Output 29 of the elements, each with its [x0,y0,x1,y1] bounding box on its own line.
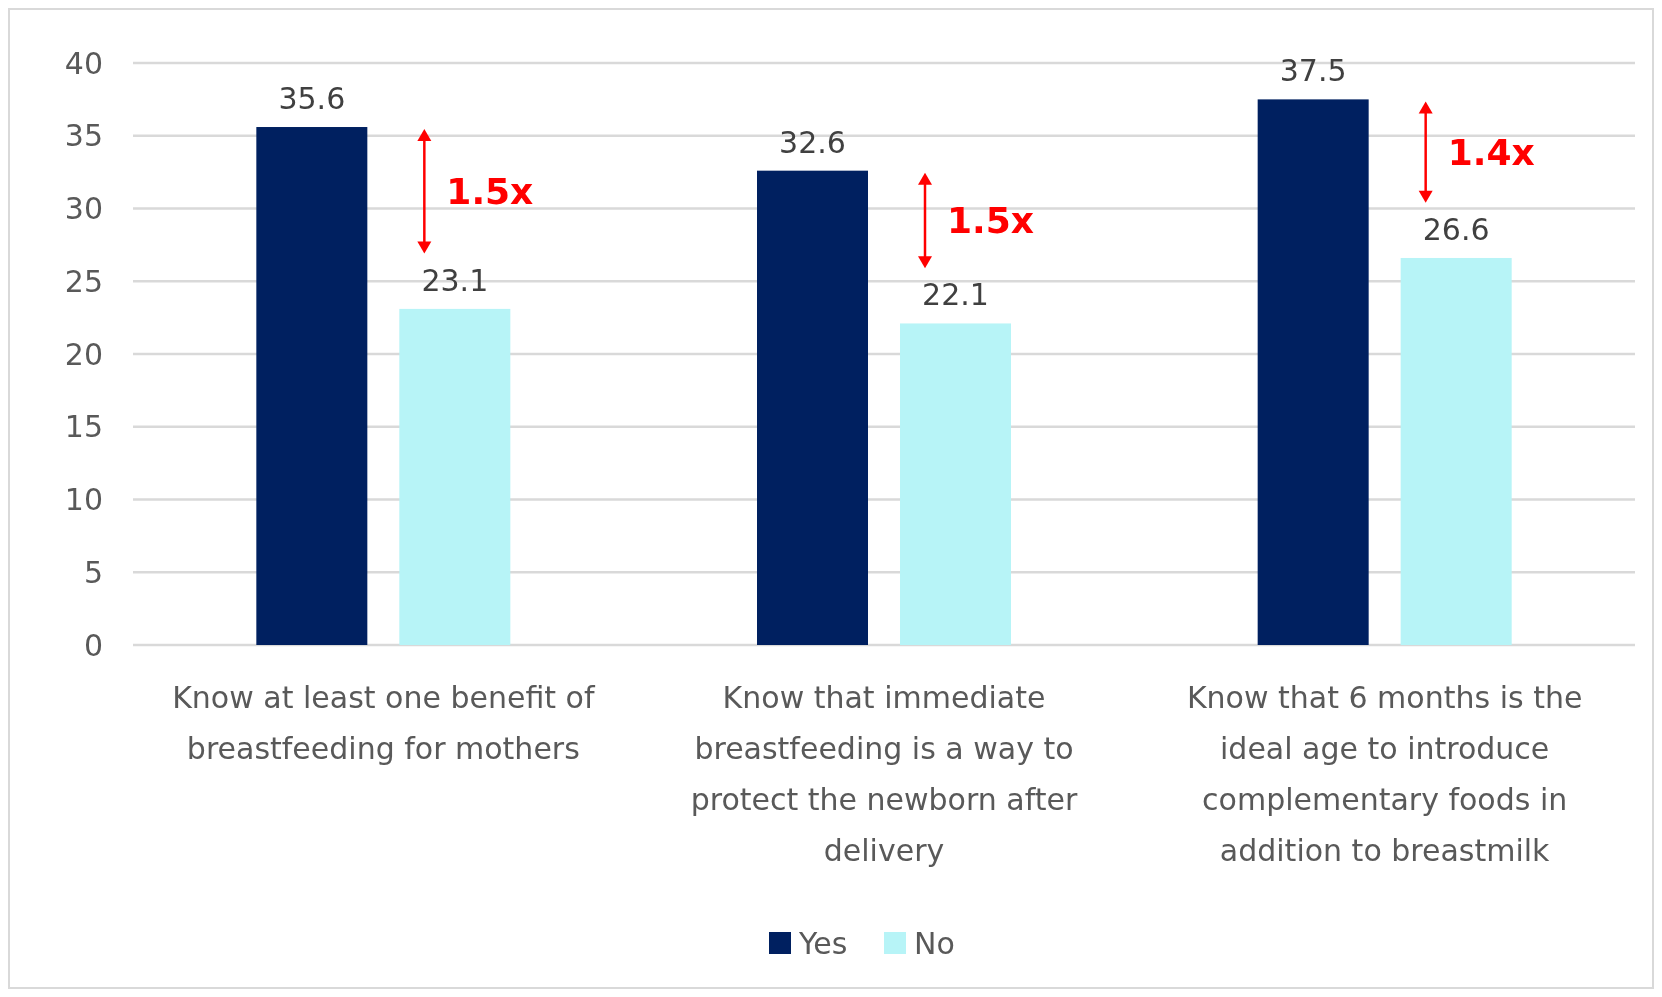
x-tick-label: Know that 6 months is the ideal age to introduce complementary foods in addition to breastmilk [1186,680,1583,868]
y-tick-label: 15 [64,409,103,445]
legend-label: No [914,925,955,961]
data-label: 26.6 [1422,211,1490,247]
y-tick-label: 25 [64,263,103,299]
bar [757,170,868,645]
x-tick-label: Know at least one benefit of breastfeeding for mothers [172,680,596,766]
bar [1257,99,1369,645]
data-label: 37.5 [1279,53,1347,89]
annotation: 1.4x [1447,131,1535,173]
bar [399,308,511,645]
data-label: 23.1 [421,262,489,298]
y-tick-label: 20 [64,336,103,372]
x-tick-label: Know that immediate breastfeeding is a way to protect the newborn after delivery [690,680,1078,868]
data-label: 22.1 [922,277,989,313]
y-tick-label: 5 [83,554,103,590]
y-tick-label: 10 [64,482,103,517]
bar [256,127,368,645]
annotation: 1.5x [446,170,534,212]
annotation: 1.5x [947,200,1034,242]
legend-label: Yes [798,925,848,961]
y-tick-label: 35 [64,118,103,154]
y-tick-label: 0 [83,627,103,663]
y-tick-label: 40 [64,45,103,81]
data-label: 35.6 [278,81,346,117]
data-label: 32.6 [779,124,846,160]
y-tick-label: 30 [64,191,103,226]
bar [1400,257,1512,645]
bar [900,323,1011,645]
